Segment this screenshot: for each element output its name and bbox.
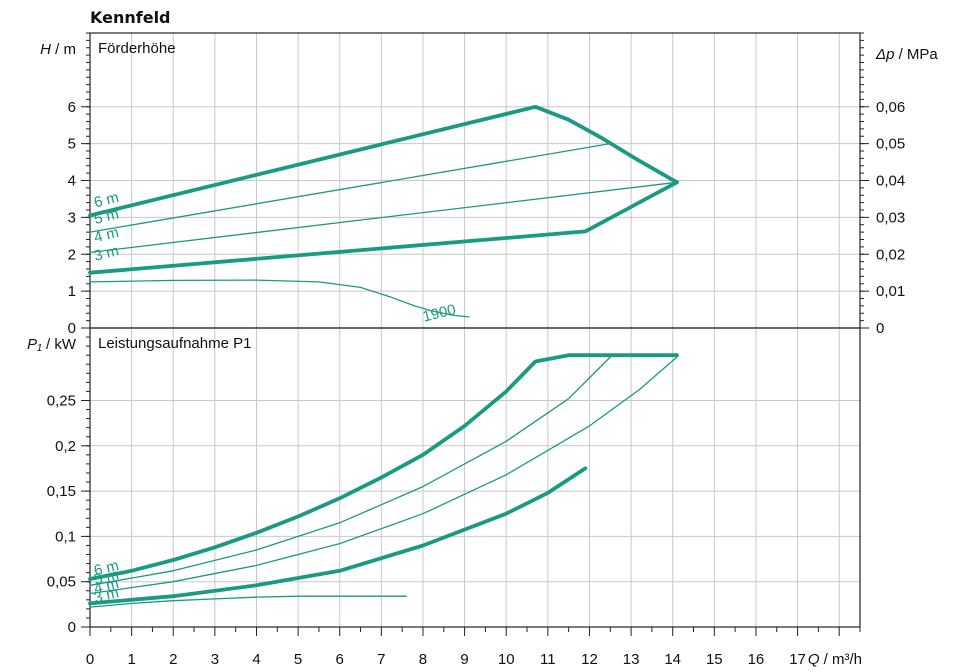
curve-6-m [88, 104, 679, 218]
curve-label-6-m: 6 m [92, 189, 120, 212]
panel-subtitle: Förderhöhe [98, 40, 176, 57]
xtick-label: 12 [581, 651, 598, 668]
xtick-label: 1 [127, 651, 135, 668]
xtick-label: 4 [252, 651, 260, 668]
xtick-label: 3 [211, 651, 219, 668]
y-axis-label: H / m [40, 41, 76, 58]
y2tick-label: 0,01 [876, 283, 905, 300]
ytick-label: 0,25 [47, 392, 76, 409]
curve-label-1900: 1900 [421, 301, 457, 326]
curve-label-3-m: 3 m [92, 584, 120, 607]
xtick-label: 14 [664, 651, 681, 668]
curve-1900 [89, 279, 470, 318]
ytick-label: 0 [68, 320, 76, 337]
ytick-label: 0 [68, 619, 76, 636]
xtick-label: 0 [86, 651, 94, 668]
x-axis-label: Q / m³/h [808, 651, 862, 668]
y-axis-var: P₁ [27, 336, 42, 353]
xtick-label: 15 [706, 651, 723, 668]
y2tick-label: 0,03 [876, 209, 905, 226]
y-axis-unit: / kW [42, 336, 77, 353]
curve-4-m [89, 356, 678, 595]
y-axis-unit: / m [51, 41, 76, 58]
ytick-label: 4 [68, 173, 76, 190]
curve-5-m [89, 142, 611, 233]
xtick-label: 17 [789, 651, 806, 668]
xtick-label: 10 [498, 651, 515, 668]
curve-label-4-m: 4 m [92, 575, 120, 598]
curve-label-6-m: 6 m [92, 557, 120, 580]
y2tick-label: 0,06 [876, 99, 905, 116]
panel-frame [89, 327, 861, 628]
xtick-label: 8 [419, 651, 427, 668]
x-axis-var: Q [808, 651, 820, 668]
y2-axis-label: Δp / MPa [875, 46, 938, 63]
ytick-label: 0,1 [55, 528, 76, 545]
panel-subtitle: Leistungsaufnahme P1 [98, 335, 251, 352]
ytick-label: 0,05 [47, 574, 76, 591]
chart-title: Kennfeld [90, 8, 171, 27]
xtick-label: 9 [460, 651, 468, 668]
y-axis-var: H [40, 41, 51, 58]
curve-1900 [89, 595, 407, 608]
ytick-label: 0,15 [47, 483, 76, 500]
ytick-label: 2 [68, 246, 76, 263]
xtick-label: 2 [169, 651, 177, 668]
ytick-label: 1 [68, 283, 76, 300]
xtick-label: 11 [540, 651, 556, 668]
xtick-label: 5 [294, 651, 302, 668]
y2-axis-var: Δp [875, 46, 894, 63]
y-axis-label: P₁ / kW [27, 336, 77, 353]
curve-label-4-m: 4 m [92, 224, 120, 247]
xtick-label: 7 [377, 651, 385, 668]
curve-3-m [88, 466, 588, 606]
y2tick-label: 0 [876, 320, 884, 337]
curve-5-m [89, 356, 611, 586]
xtick-label: 16 [748, 651, 765, 668]
ytick-label: 6 [68, 99, 76, 116]
power-panel: 0 0,05 0,1 0,15 0,2 0,25 P₁ / kW Leistungsaufna… [27, 327, 862, 668]
y2-axis-unit: / MPa [894, 46, 938, 63]
head-panel: 0 1 2 3 4 5 6 H / m Förderhöhe 0 0,01 0,02 0,03 0,04 0… [40, 32, 938, 337]
ytick-label: 0,2 [55, 438, 76, 455]
y2tick-label: 0,05 [876, 136, 905, 153]
curve-label-3-m: 3 m [92, 242, 120, 265]
y2tick-label: 0,04 [876, 173, 905, 190]
curve-label-5-m: 5 m [92, 205, 120, 228]
ytick-label: 3 [68, 209, 76, 226]
y2tick-label: 0,02 [876, 246, 905, 263]
x-axis-unit: / m³/h [819, 651, 862, 668]
curve-3-m [88, 180, 679, 275]
curve-4-m [89, 181, 678, 254]
xtick-label: 6 [336, 651, 344, 668]
xtick-label: 13 [623, 651, 640, 668]
curve-label-5-m: 5 m [92, 566, 120, 589]
ytick-label: 5 [68, 136, 76, 153]
curve-6-m [88, 353, 679, 581]
